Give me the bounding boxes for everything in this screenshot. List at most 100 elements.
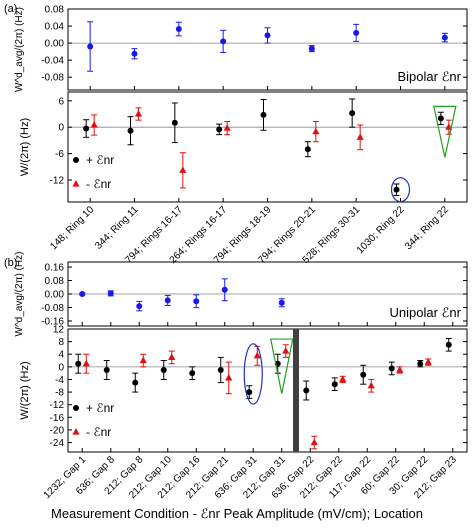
data-point-circle <box>264 32 271 39</box>
data-point-triangle <box>339 375 347 383</box>
data-point-circle <box>303 387 310 394</box>
data-point-circle <box>221 286 228 293</box>
y-tick-label: 0.00 <box>45 290 65 301</box>
y-tick-label: -12 <box>50 176 65 187</box>
divider-bar <box>293 329 299 452</box>
data-point-circle <box>220 38 227 45</box>
data-point-circle <box>260 111 267 118</box>
data-point-triangle <box>367 381 375 389</box>
data-point-circle <box>331 381 338 388</box>
legend-label: + ℰnr <box>86 401 114 415</box>
x-category-label: 1030; Ring 22 <box>355 204 407 256</box>
data-point-circle <box>132 379 139 386</box>
data-point-triangle <box>168 353 176 360</box>
y-tick-label: -8 <box>55 388 64 399</box>
data-point-triangle <box>282 347 290 354</box>
data-point-circle <box>216 126 223 133</box>
data-point-circle <box>349 110 356 117</box>
data-point-triangle <box>134 110 143 117</box>
panel-a-bottom <box>67 91 468 203</box>
data-point-circle <box>79 291 86 297</box>
x-category-label: 148; Ring 10 <box>48 204 96 252</box>
legend-label: - ℰnr <box>86 425 111 439</box>
y-tick-label: 0.16 <box>45 263 65 274</box>
y-tick-label: 0 <box>58 362 64 373</box>
y-tick-label: 6 <box>58 96 64 107</box>
y-tick-label: 4 <box>58 350 64 361</box>
data-point-circle <box>107 290 114 297</box>
data-point-triangle <box>82 359 90 367</box>
y-tick-label: -20 <box>50 425 65 436</box>
data-point-triangle <box>424 358 432 365</box>
y-tick-label: 12 <box>53 325 65 336</box>
panel-letter-b: (b) <box>4 257 17 269</box>
data-point-circle <box>246 389 253 396</box>
shared-x-axis-label: Measurement Condition - ℰnr Peak Amplitu… <box>51 506 423 521</box>
legend-label: + ℰnr <box>86 153 114 167</box>
y-tick-label: -12 <box>50 400 65 411</box>
panel-b-bottom <box>67 328 468 453</box>
y-tick-label: 8 <box>58 337 64 348</box>
legend-marker-triangle <box>72 180 80 187</box>
data-point-circle <box>360 371 367 378</box>
data-point-circle <box>127 127 134 134</box>
data-point-circle <box>388 365 395 372</box>
data-point-triangle <box>225 373 233 381</box>
panel-box-label: Unipolar ℰnr <box>390 305 462 320</box>
data-point-triangle <box>253 351 261 359</box>
data-point-circle <box>445 341 452 348</box>
data-point-triangle <box>312 127 320 135</box>
data-point-circle <box>417 360 424 367</box>
data-point-triangle <box>356 133 364 140</box>
y-tick-label: -0.08 <box>41 303 64 314</box>
panel-letter-a: (a) <box>4 3 17 15</box>
y-tick-label: 0 <box>58 123 64 134</box>
y-axis-label: W/(2π) (Hz) <box>19 118 31 176</box>
data-point-triangle <box>90 121 98 128</box>
data-point-circle <box>75 360 82 367</box>
legend-marker-triangle <box>72 428 80 435</box>
y-axis-label: W/(2π) (Hz) <box>19 361 31 419</box>
data-point-circle <box>437 115 444 122</box>
data-point-circle <box>171 119 178 126</box>
y-tick-label: 0.08 <box>45 5 65 16</box>
highlight-ellipse <box>390 177 411 203</box>
data-point-circle <box>441 34 448 41</box>
data-point-circle <box>193 298 200 305</box>
y-tick-label: -0.08 <box>41 73 64 84</box>
y-axis-label: W^d_avg/(2π) (Hz) <box>14 7 25 92</box>
data-point-circle <box>393 186 400 193</box>
y-tick-label: 0.00 <box>45 39 65 50</box>
y-tick-label: 0.04 <box>45 22 65 33</box>
data-point-triangle <box>179 166 187 173</box>
data-point-circle <box>164 297 171 304</box>
data-point-triangle <box>310 438 318 446</box>
highlight-triangle <box>270 338 294 394</box>
y-tick-label: -16 <box>50 413 65 424</box>
data-point-circle <box>87 43 94 50</box>
data-point-circle <box>83 125 90 132</box>
legend-marker-circle <box>73 157 79 163</box>
data-point-circle <box>278 299 285 306</box>
data-point-triangle <box>223 124 231 131</box>
legend-label: - ℰnr <box>86 177 111 191</box>
y-tick-label: -0.04 <box>41 56 64 67</box>
data-point-circle <box>103 367 110 373</box>
plot-frame <box>67 328 468 453</box>
panel-box-label: Bipolar ℰnr <box>397 69 461 84</box>
y-tick-label: -6 <box>55 149 64 160</box>
data-point-triangle <box>396 366 404 373</box>
data-point-circle <box>175 26 182 33</box>
data-point-circle <box>217 367 224 373</box>
data-point-circle <box>308 45 315 52</box>
y-tick-label: -0.16 <box>41 316 64 327</box>
data-point-circle <box>136 303 143 310</box>
data-point-circle <box>353 29 360 36</box>
highlight-triangle <box>433 105 457 158</box>
data-point-triangle <box>139 356 147 364</box>
data-point-circle <box>189 370 196 377</box>
y-tick-label: -24 <box>50 438 65 449</box>
data-point-circle <box>131 50 138 57</box>
highlight-ellipse <box>243 343 263 405</box>
